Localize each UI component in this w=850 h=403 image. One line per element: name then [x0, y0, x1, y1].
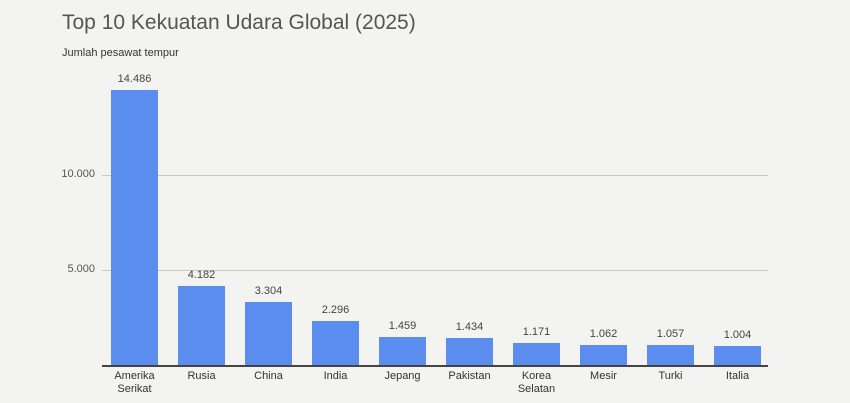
bar [178, 285, 225, 365]
x-tick-label: Italia [725, 370, 750, 382]
chart-subtitle: Jumlah pesawat tempur [62, 47, 179, 59]
bar [580, 344, 627, 365]
x-tick-label: India [323, 370, 348, 382]
x-tick-label: Pakistan [448, 370, 491, 382]
x-tick-label: Turki [658, 370, 683, 382]
gridline [102, 175, 768, 176]
bar [714, 345, 761, 365]
data-label: 1.459 [388, 320, 417, 333]
data-label: 1.004 [723, 328, 752, 341]
data-label: 3.304 [254, 285, 283, 298]
x-tick-label: Korea Selatan [517, 370, 556, 395]
bar [379, 337, 426, 365]
chart-title: Top 10 Kekuatan Udara Global (2025) [62, 11, 416, 34]
bar [111, 89, 158, 365]
data-label: 1.057 [656, 327, 685, 340]
y-tick-label: 10.000 [61, 168, 95, 180]
bar [245, 302, 292, 365]
data-label: 1.171 [522, 325, 551, 338]
data-label: 4.182 [187, 268, 216, 281]
bar [513, 342, 560, 365]
gridline [102, 270, 768, 271]
bar [312, 321, 359, 365]
x-tick-label: Amerika Serikat [114, 370, 155, 395]
data-label: 1.062 [589, 327, 618, 340]
data-label: 1.434 [455, 320, 484, 333]
x-axis-line [102, 365, 768, 367]
y-tick-label: 5.000 [67, 263, 95, 275]
x-tick-label: Jepang [384, 370, 421, 382]
bar [647, 344, 694, 365]
bar [446, 337, 493, 365]
x-tick-label: China [254, 370, 283, 382]
x-tick-label: Rusia [187, 370, 216, 382]
data-label: 2.296 [321, 304, 350, 317]
data-label: 14.486 [117, 72, 152, 85]
x-tick-label: Mesir [590, 370, 617, 382]
